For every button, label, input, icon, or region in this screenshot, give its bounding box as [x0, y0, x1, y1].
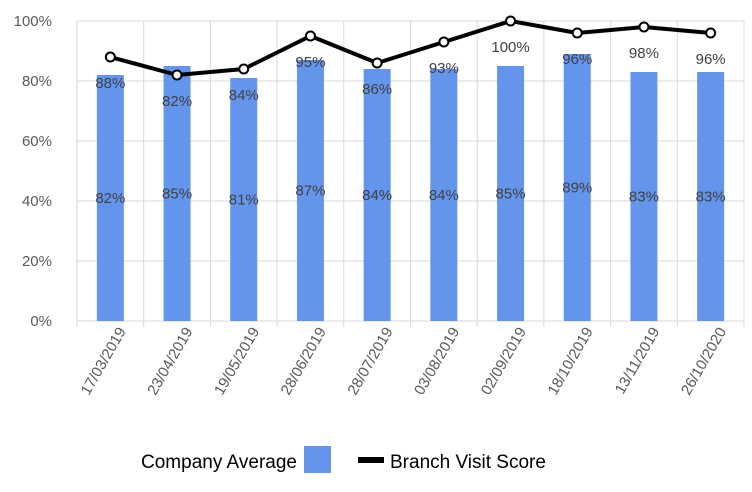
x-tick-label: 03/08/2019	[411, 324, 463, 398]
x-tick-label: 23/04/2019	[144, 325, 196, 399]
bar-data-label: 83%	[696, 189, 726, 206]
x-tick-label: 28/07/2019	[344, 325, 396, 399]
bar-company-average	[296, 60, 324, 321]
line-point-branch-visit-score	[238, 63, 250, 75]
y-tick-label: 20%	[22, 253, 52, 270]
bar-company-average	[163, 66, 191, 321]
line-point-branch-visit-score	[104, 51, 116, 63]
line-data-label: 88%	[95, 75, 125, 92]
bar-data-label: 81%	[229, 192, 259, 209]
bar-company-average	[497, 66, 525, 321]
line-data-label: 93%	[429, 60, 459, 77]
line-data-label: 84%	[229, 87, 259, 104]
x-tick-label: 26/10/2020	[678, 325, 730, 399]
line-point-branch-visit-score	[304, 30, 316, 42]
bar-labels: 82% 85% 81% 87% 84% 84% 85% 89% 83% 83%	[95, 180, 725, 209]
y-tick-label: 60%	[22, 133, 52, 150]
line-point-branch-visit-score	[438, 36, 450, 48]
bars	[96, 54, 725, 321]
bar-company-average	[630, 72, 658, 321]
line-layer	[104, 15, 717, 81]
bar-data-label: 85%	[496, 186, 526, 203]
bar-data-label: 82%	[95, 190, 125, 207]
bar-data-label: 87%	[295, 183, 325, 200]
y-tick-label: 40%	[22, 193, 52, 210]
legend-swatch-company-average	[304, 446, 331, 473]
bar-company-average	[363, 69, 391, 321]
bar-company-average	[697, 72, 725, 321]
y-tick-label: 80%	[22, 73, 52, 90]
line-data-label: 96%	[562, 51, 592, 68]
line-point-branch-visit-score	[638, 21, 650, 33]
line-labels: 88% 82% 84% 95% 86% 93% 100% 96% 98% 96%	[95, 39, 725, 110]
y-axis: 0% 20% 40% 60% 80% 100%	[14, 13, 52, 330]
y-tick-label: 0%	[30, 313, 52, 330]
line-data-label: 82%	[162, 93, 192, 110]
x-tick-label: 13/11/2019	[612, 325, 664, 398]
x-tick-label: 28/06/2019	[278, 325, 330, 399]
bar-company-average	[96, 75, 124, 321]
line-data-label: 86%	[362, 81, 392, 98]
y-tick-label: 100%	[14, 13, 52, 30]
x-tick-label: 19/05/2019	[211, 325, 263, 399]
line-point-branch-visit-score	[571, 27, 583, 39]
bar-data-label: 83%	[629, 189, 659, 206]
bar-company-average	[230, 78, 258, 321]
line-data-label: 95%	[295, 54, 325, 71]
line-data-label: 96%	[696, 51, 726, 68]
line-branch-visit-score	[109, 19, 711, 77]
bar-data-label: 84%	[429, 187, 459, 204]
legend: Company Average Branch Visit Score	[141, 446, 546, 473]
line-point-branch-visit-score	[171, 69, 183, 81]
line-data-label: 100%	[491, 39, 529, 56]
x-axis: 17/03/2019 23/04/2019 19/05/2019 28/06/2019…	[76, 321, 745, 399]
x-tick-label: 18/10/2019	[544, 325, 596, 399]
bar-data-label: 84%	[362, 187, 392, 204]
bar-company-average	[563, 54, 591, 321]
legend-label-company-average: Company Average	[141, 452, 297, 473]
x-tick-label: 17/03/2019	[78, 325, 130, 399]
line-data-label: 98%	[629, 45, 659, 62]
line-point-branch-visit-score	[705, 27, 717, 39]
bar-data-label: 85%	[162, 186, 192, 203]
line-point-branch-visit-score	[505, 15, 517, 27]
legend-label-branch-visit-score: Branch Visit Score	[390, 452, 546, 473]
x-tick-label: 02/09/2019	[478, 325, 530, 399]
bar-data-label: 89%	[562, 180, 592, 197]
bar-company-average	[430, 69, 458, 321]
line-point-branch-visit-score	[371, 57, 383, 69]
